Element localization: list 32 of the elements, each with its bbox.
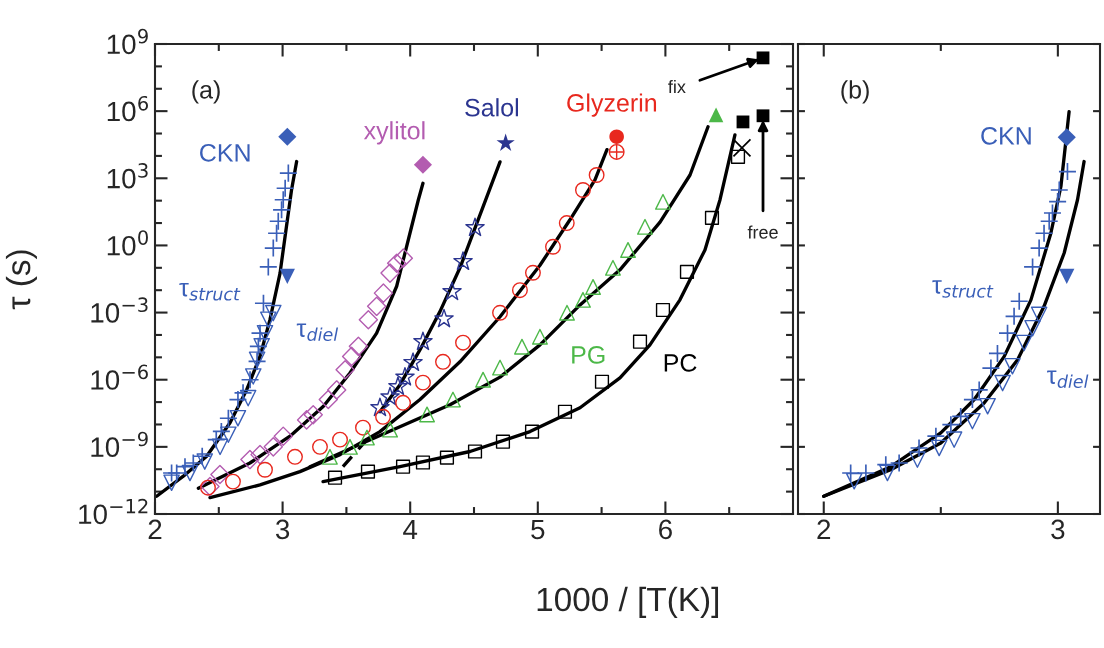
x-tick-label: 2 xyxy=(817,519,831,539)
x-tick-label: 2 xyxy=(148,519,162,539)
series-label: Salol xyxy=(465,98,518,117)
series-label: τ$_{struct}$ xyxy=(932,280,994,298)
series-label: PC xyxy=(664,354,697,372)
x-tick-label: 6 xyxy=(659,519,672,540)
series-label: PG xyxy=(572,346,605,364)
series-label: τ$_{diel}$ xyxy=(1047,370,1089,388)
annotation: (a) xyxy=(192,80,220,104)
y-axis-title: τ (s) xyxy=(5,250,37,310)
annotation: free xyxy=(747,225,778,239)
series-label: Glyzerin xyxy=(567,93,657,117)
annotation: fix xyxy=(668,80,686,94)
y-tick-label: 10$^{−6}$ xyxy=(91,364,148,390)
x-tick-label: 3 xyxy=(275,519,290,540)
y-tick-label: 10$^{0}$ xyxy=(107,230,148,256)
y-tick-label: 10$^{−12}$ xyxy=(79,498,148,525)
x-tick-label: 3 xyxy=(1051,519,1065,540)
y-tick-label: 10$^{−9}$ xyxy=(91,431,148,457)
series-label: τ$_{struct}$ xyxy=(179,283,241,301)
annotation: (b) xyxy=(841,80,869,104)
y-tick-label: 10$^{−3}$ xyxy=(91,297,148,323)
series-label: CKN xyxy=(200,143,250,162)
series-label: τ$_{diel}$ xyxy=(296,323,339,341)
series-label: CKN xyxy=(981,127,1031,145)
y-tick-label: 10$^{3}$ xyxy=(107,163,148,189)
x-tick-label: 4 xyxy=(403,519,418,539)
series-label: xylitol xyxy=(363,121,425,145)
x-tick-label: 5 xyxy=(531,519,545,540)
x-axis-title: 1000 / [T(K)] xyxy=(537,586,719,618)
y-tick-label: 10$^{9}$ xyxy=(107,28,148,55)
y-tick-label: 10$^{6}$ xyxy=(107,95,148,122)
